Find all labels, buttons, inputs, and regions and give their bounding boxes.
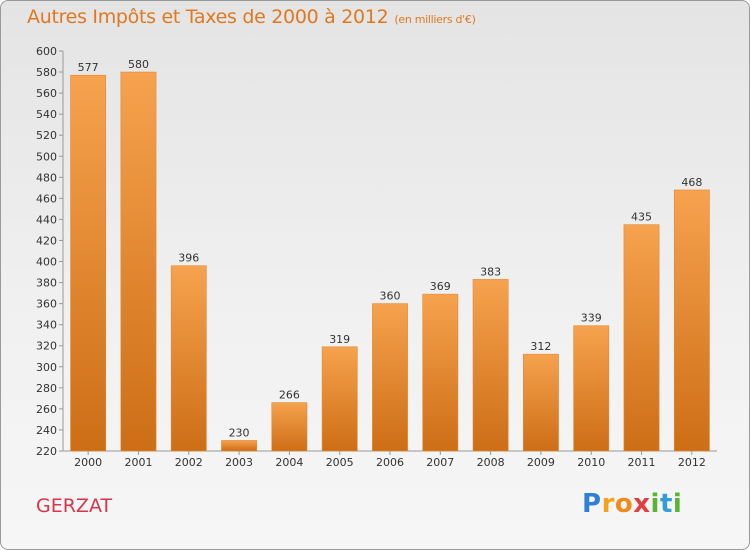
y-tick-label: 500 (36, 150, 57, 163)
logo-letter: o (614, 489, 634, 519)
bar-2005 (321, 346, 358, 452)
y-tick-label: 380 (36, 277, 57, 290)
y-tick-label: 400 (36, 256, 57, 269)
chart-subtitle: (en milliers d'€) (394, 13, 476, 26)
x-tick-label: 2007 (426, 456, 454, 469)
x-tick-label: 2001 (124, 456, 152, 469)
y-tick-label: 520 (36, 129, 57, 142)
x-tick-label: 2004 (275, 456, 303, 469)
bar-value-label: 312 (530, 340, 551, 353)
y-tick-label: 580 (36, 66, 57, 79)
x-tick-label: 2009 (527, 456, 555, 469)
bar-2010 (573, 325, 610, 452)
bar-2012 (673, 189, 710, 452)
y-tick-label: 600 (36, 45, 57, 58)
bar-value-label: 360 (380, 290, 401, 303)
bar-value-label: 396 (178, 252, 199, 265)
logo-letter: r (601, 489, 615, 519)
bar-2001 (120, 71, 157, 452)
y-tick-label: 260 (36, 403, 57, 416)
bar-2011 (623, 224, 660, 452)
bar-value-label: 580 (128, 58, 149, 71)
bar-value-label: 339 (581, 312, 602, 325)
logo-letter: i (672, 489, 683, 519)
x-tick-label: 2002 (175, 456, 203, 469)
bar-value-label: 435 (631, 211, 652, 224)
y-tick-label: 360 (36, 298, 57, 311)
y-tick-label: 460 (36, 192, 57, 205)
bar-value-label: 577 (78, 61, 99, 74)
y-tick-label: 320 (36, 340, 57, 353)
x-tick-label: 2008 (477, 456, 505, 469)
bar-2004 (271, 402, 308, 452)
y-tick-label: 300 (36, 361, 57, 374)
x-tick-label: 2011 (628, 456, 656, 469)
x-tick-label: 2003 (225, 456, 253, 469)
chart-title-text: Autres Impôts et Taxes de 2000 à 2012 (27, 6, 389, 28)
bar-value-label: 266 (279, 389, 300, 402)
bar-value-label: 468 (681, 176, 702, 189)
y-tick-label: 560 (36, 87, 57, 100)
y-tick-label: 480 (36, 171, 57, 184)
bar-value-label: 369 (430, 280, 451, 293)
x-tick-label: 2012 (678, 456, 706, 469)
bar-value-label: 383 (480, 265, 501, 278)
y-tick-label: 420 (36, 234, 57, 247)
x-tick-label: 2010 (577, 456, 605, 469)
y-tick-label: 540 (36, 108, 57, 121)
bar-2008 (472, 279, 509, 452)
logo-letter: t (659, 489, 673, 519)
bar-2000 (70, 74, 107, 452)
y-tick-label: 220 (36, 445, 57, 458)
logo-letter: i (650, 489, 660, 519)
proxiti-logo: Proxiti (582, 489, 682, 519)
bar-2006 (372, 303, 408, 452)
y-tick-label: 440 (36, 213, 57, 226)
bar-value-label: 319 (329, 333, 350, 346)
x-tick-label: 2000 (74, 456, 102, 469)
logo-letter: P (582, 489, 602, 519)
chart-title: Autres Impôts et Taxes de 2000 à 2012 (en… (27, 6, 476, 28)
logo-letter: x (633, 489, 651, 519)
x-tick-label: 2006 (376, 456, 404, 469)
y-tick-label: 240 (36, 424, 57, 437)
y-tick-label: 280 (36, 382, 57, 395)
commune-name: GERZAT (36, 495, 113, 517)
bar-2003 (221, 440, 257, 452)
x-tick-label: 2005 (326, 456, 354, 469)
bar-value-label: 230 (229, 426, 250, 439)
bar-2007 (422, 293, 459, 452)
bar-2002 (170, 265, 207, 452)
y-tick-label: 340 (36, 319, 57, 332)
bar-2009 (523, 353, 559, 452)
